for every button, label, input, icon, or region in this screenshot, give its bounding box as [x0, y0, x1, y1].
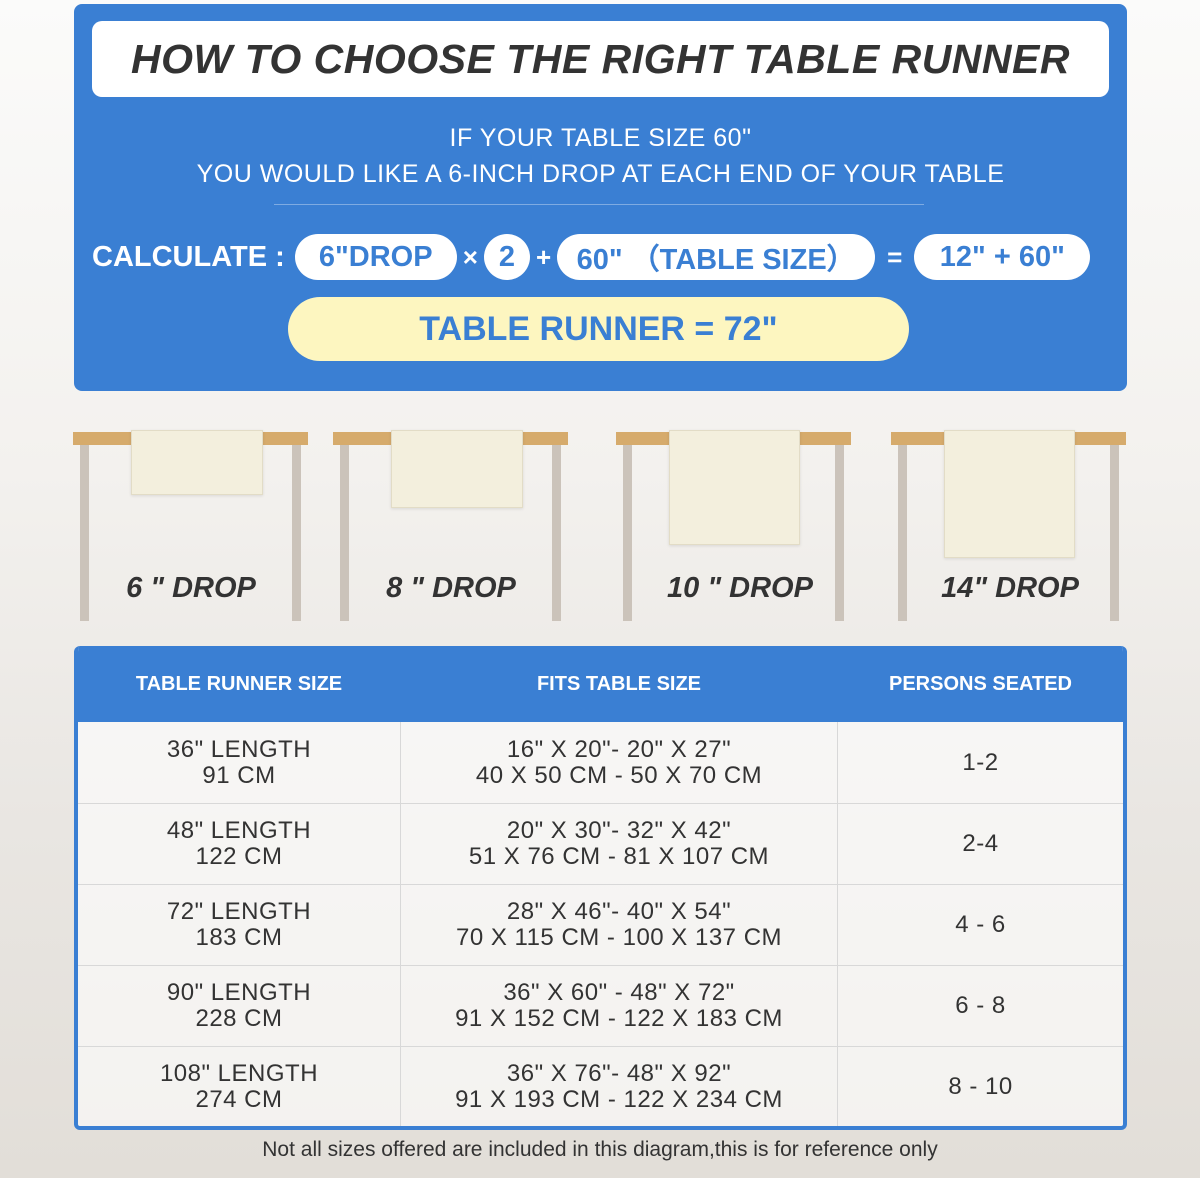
- intro-line-1: IF YOUR TABLE SIZE 60": [449, 124, 752, 152]
- size-table: TABLE RUNNER SIZE FITS TABLE SIZE PERSON…: [74, 646, 1127, 1130]
- fits-inch: 28" X 46"- 40" X 54": [506, 898, 732, 925]
- runner-size-cell: 90" LENGTH 228 CM: [78, 966, 400, 1046]
- table-size-pill: 60" （TABLE SIZE）: [557, 234, 876, 280]
- table-leg: [835, 445, 844, 621]
- fits-cm: 70 X 115 CM - 100 X 137 CM: [455, 924, 783, 951]
- fits-size-cell: 16" X 20"- 20" X 27" 40 X 50 CM - 50 X 70…: [400, 722, 838, 803]
- table-row: 108" LENGTH 274 CM 36" X 76"- 48" X 92" 91…: [78, 1046, 1123, 1126]
- equals-sign: =: [887, 241, 903, 272]
- fits-cm: 91 X 193 CM - 122 X 234 CM: [455, 1086, 783, 1113]
- table-row: 48" LENGTH 122 CM 20" X 30"- 32" X 42" 51 …: [78, 803, 1123, 884]
- length-inch: 48" LENGTH: [166, 817, 312, 844]
- intro-line-2: YOU WOULD LIKE A 6-INCH DROP AT EACH END…: [196, 160, 1005, 188]
- table-row: 90" LENGTH 228 CM 36" X 60" - 48" X 72" 91…: [78, 965, 1123, 1046]
- fits-size-cell: 20" X 30"- 32" X 42" 51 X 76 CM - 81 X 10…: [400, 804, 838, 884]
- page-title: HOW TO CHOOSE THE RIGHT TABLE RUNNER: [92, 21, 1109, 97]
- table-leg: [623, 445, 632, 621]
- table-leg: [340, 445, 349, 621]
- fits-cm: 40 X 50 CM - 50 X 70 CM: [475, 761, 763, 789]
- table-leg: [552, 445, 561, 621]
- persons-cell: 4 - 6: [955, 911, 1006, 938]
- persons-cell: 8 - 10: [948, 1073, 1013, 1100]
- divider: [274, 204, 924, 205]
- fits-size-cell: 36" X 60" - 48" X 72" 91 X 152 CM - 122 X…: [400, 966, 838, 1046]
- header-runner-size: TABLE RUNNER SIZE: [135, 672, 343, 695]
- table-row: 72" LENGTH 183 CM 28" X 46"- 40" X 54" 70 …: [78, 884, 1123, 965]
- fits-inch: 36" X 60" - 48" X 72": [503, 979, 735, 1006]
- length-cm: 274 CM: [195, 1086, 283, 1113]
- runner-cloth: [131, 430, 263, 495]
- drop-label: 6 " DROP: [126, 572, 256, 604]
- footnote: Not all sizes offered are included in th…: [262, 1138, 938, 1161]
- table-row: 36" LENGTH 91 CM 16" X 20"- 20" X 27" 40 X…: [78, 722, 1123, 803]
- calculate-label: CALCULATE :: [92, 240, 285, 273]
- length-inch: 72" LENGTH: [166, 898, 312, 925]
- runner-size-cell: 48" LENGTH 122 CM: [78, 804, 400, 884]
- runner-cloth: [669, 430, 800, 545]
- header-fits-table-size: FITS TABLE SIZE: [536, 672, 702, 695]
- runner-size-cell: 72" LENGTH 183 CM: [78, 885, 400, 965]
- result-pill: TABLE RUNNER = 72": [288, 297, 909, 361]
- drop-label: 14" DROP: [941, 572, 1079, 604]
- persons-cell: 1-2: [962, 748, 999, 776]
- calculation-panel: HOW TO CHOOSE THE RIGHT TABLE RUNNER IF …: [74, 4, 1127, 391]
- runner-size-cell: 108" LENGTH 274 CM: [78, 1047, 400, 1126]
- table-header: TABLE RUNNER SIZE FITS TABLE SIZE PERSON…: [78, 646, 1123, 722]
- persons-cell: 2-4: [962, 830, 999, 857]
- fits-inch: 36" X 76"- 48" X 92": [506, 1060, 732, 1087]
- persons-cell: 6 - 8: [955, 992, 1006, 1019]
- plus-sign: +: [535, 241, 552, 272]
- table-leg: [80, 445, 89, 621]
- header-persons-seated: PERSONS SEATED: [889, 672, 1072, 695]
- runner-cloth: [944, 430, 1075, 558]
- length-cm: 122 CM: [195, 843, 283, 870]
- length-inch: 90" LENGTH: [166, 979, 312, 1006]
- sum-pill: 12" + 60": [914, 234, 1091, 280]
- fits-inch: 20" X 30"- 32" X 42": [506, 817, 732, 844]
- drop-pill: 6"DROP: [294, 234, 457, 280]
- length-inch: 108" LENGTH: [159, 1060, 319, 1087]
- length-cm: 228 CM: [195, 1005, 283, 1032]
- runner-size-cell: 36" LENGTH 91 CM: [78, 722, 400, 803]
- fits-inch: 16" X 20"- 20" X 27": [506, 735, 732, 763]
- fits-size-cell: 36" X 76"- 48" X 92" 91 X 193 CM - 122 X …: [400, 1047, 838, 1126]
- drop-label: 8 " DROP: [386, 572, 516, 604]
- formula: CALCULATE : 6"DROP × 2 + 60" （TABLE SIZE…: [74, 232, 1127, 282]
- times-sign: ×: [462, 241, 478, 272]
- length-cm: 91 CM: [202, 761, 276, 789]
- table-leg: [1110, 445, 1119, 621]
- fits-cm: 91 X 152 CM - 122 X 183 CM: [455, 1005, 783, 1032]
- fits-size-cell: 28" X 46"- 40" X 54" 70 X 115 CM - 100 X …: [400, 885, 838, 965]
- runner-cloth: [391, 430, 523, 508]
- table-leg: [292, 445, 301, 621]
- fits-cm: 51 X 76 CM - 81 X 107 CM: [468, 843, 770, 870]
- table-leg: [898, 445, 907, 621]
- length-inch: 36" LENGTH: [166, 735, 312, 763]
- factor-pill: 2: [483, 234, 530, 280]
- drop-label: 10 " DROP: [667, 572, 813, 604]
- length-cm: 183 CM: [195, 924, 283, 951]
